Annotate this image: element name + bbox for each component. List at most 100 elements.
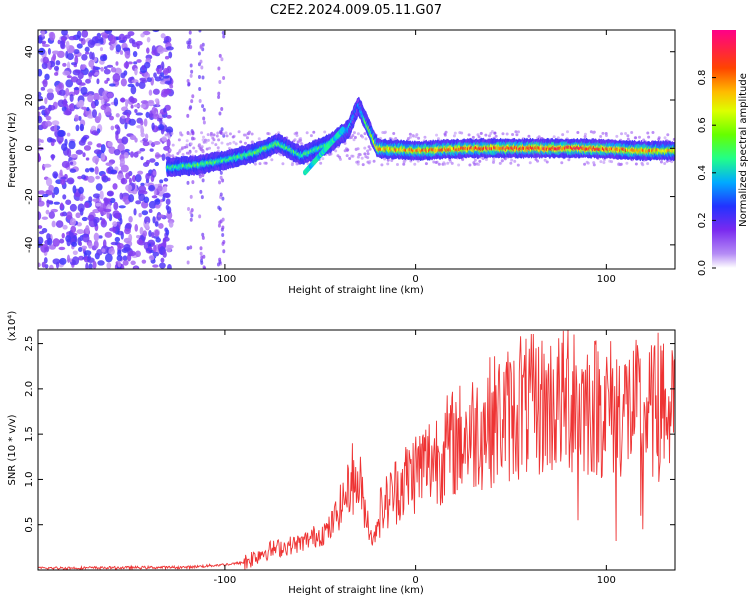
heatmap-noise-cell [130,260,136,266]
heatmap-noise-cell [501,132,505,136]
snr-line-area [38,330,675,570]
heatmap-noise-cell [93,149,102,155]
heatmap-noise-cell [221,196,225,201]
heatmap-noise-cell [257,137,261,141]
heatmap-noise-cell [110,169,118,175]
heatmap-noise-cell [168,148,172,152]
colorbar-tick-label: 0.2 [697,212,708,228]
heatmap-noise-cell [49,264,54,269]
heatmap-noise-cell [121,136,129,145]
heatmap-noise-cell [138,193,146,202]
heatmap-noise-cell [164,55,170,60]
heatmap-noise-cell [78,255,85,261]
heatmap-noise-cell [364,155,368,159]
heatmap-noise-cell [110,67,117,73]
heatmap-noise-cell [216,146,220,150]
heatmap-noise-cell [446,161,450,165]
heatmap-noise-cell [104,106,112,116]
heatmap-noise-cell [109,45,114,51]
heatmap-noise-cell [222,132,226,136]
heatmap-noise-cell [411,133,415,137]
heatmap-noise-cell [139,147,146,152]
heatmap-noise-cell [162,75,170,79]
heatmap-noise-cell [189,210,193,215]
heatmap-noise-cell [122,47,131,51]
heatmap-noise-cell [124,49,131,59]
heatmap-noise-cell [188,132,192,136]
bottom-x-axis-label: Height of straight line (km) [288,585,424,596]
heatmap-noise-cell [106,77,110,82]
heatmap-noise-cell [38,262,41,268]
heatmap-noise-cell [129,134,137,140]
heatmap-noise-cell [38,95,43,102]
heatmap-noise-cell [384,130,388,134]
heatmap-noise-cell [366,152,370,156]
heatmap-noise-cell [119,97,126,103]
heatmap-noise-cell [154,76,162,82]
heatmap-noise-cell [38,106,43,111]
heatmap-noise-cell [135,200,142,205]
heatmap-noise-cell [113,201,119,211]
heatmap-noise-cell [200,145,204,149]
heatmap-noise-cell [167,264,172,269]
heatmap-noise-cell [189,142,193,146]
heatmap-noise-cell [478,159,482,163]
heatmap-noise-cell [367,145,371,149]
heatmap-noise-cell [51,138,57,143]
heatmap-noise-cell [217,66,221,71]
heatmap-noise-cell [79,197,84,202]
heatmap-noise-cell [515,133,519,137]
heatmap-noise-cell [604,134,608,138]
top-xtick-label: -100 [214,274,237,285]
heatmap-noise-cell [239,140,243,144]
heatmap-noise-cell [40,86,46,91]
heatmap-noise-cell [51,192,55,199]
heatmap-noise-cell [122,255,128,262]
heatmap-noise-cell [479,131,483,135]
heatmap-noise-cell [160,257,165,263]
heatmap-noise-cell [620,132,624,136]
heatmap-noise-cell [220,141,224,145]
heatmap-noise-cell [54,72,59,76]
heatmap-noise-cell [221,178,225,183]
heatmap-noise-cell [141,210,149,216]
heatmap-noise-cell [368,147,372,151]
heatmap-noise-cell [592,163,596,167]
heatmap-noise-cell [66,75,72,79]
heatmap-noise-cell [293,138,297,142]
heatmap-noise-cell [68,140,76,150]
heatmap-noise-cell [142,230,148,237]
bottom-ytick-label: 2.0 [24,381,35,397]
heatmap-noise-cell [73,49,80,55]
heatmap-noise-cell [76,229,85,235]
heatmap-noise-cell [110,125,115,131]
heatmap-noise-cell [161,153,166,161]
heatmap-noise-cell [159,179,164,184]
heatmap-noise-cell [423,135,427,139]
heatmap-noise-cell [140,100,149,104]
heatmap-noise-cell [130,97,138,104]
heatmap-noise-cell [152,88,160,95]
heatmap-noise-cell [201,138,205,142]
heatmap-noise-cell [197,51,201,56]
heatmap-noise-cell [38,68,43,77]
heatmap-noise-cell [312,130,316,134]
heatmap-noise-cell [198,174,202,179]
heatmap-noise-cell [133,151,139,158]
heatmap-noise-cell [38,211,42,221]
heatmap-noise-cell [356,160,360,164]
heatmap-noise-cell [152,216,156,224]
heatmap-noise-cell [114,67,122,75]
heatmap-noise-cell [92,260,97,269]
heatmap-noise-cell [147,101,155,107]
heatmap-noise-cell [187,82,191,87]
heatmap-noise-cell [108,247,115,256]
heatmap-noise-cell [408,132,412,136]
heatmap-noise-cell [145,247,150,252]
heatmap-noise-cell [114,81,120,86]
heatmap-noise-cell [53,201,60,205]
heatmap-noise-cell [140,182,145,187]
heatmap-noise-cell [642,138,646,142]
heatmap-noise-cell [82,152,86,158]
heatmap-noise-cell [112,183,118,190]
